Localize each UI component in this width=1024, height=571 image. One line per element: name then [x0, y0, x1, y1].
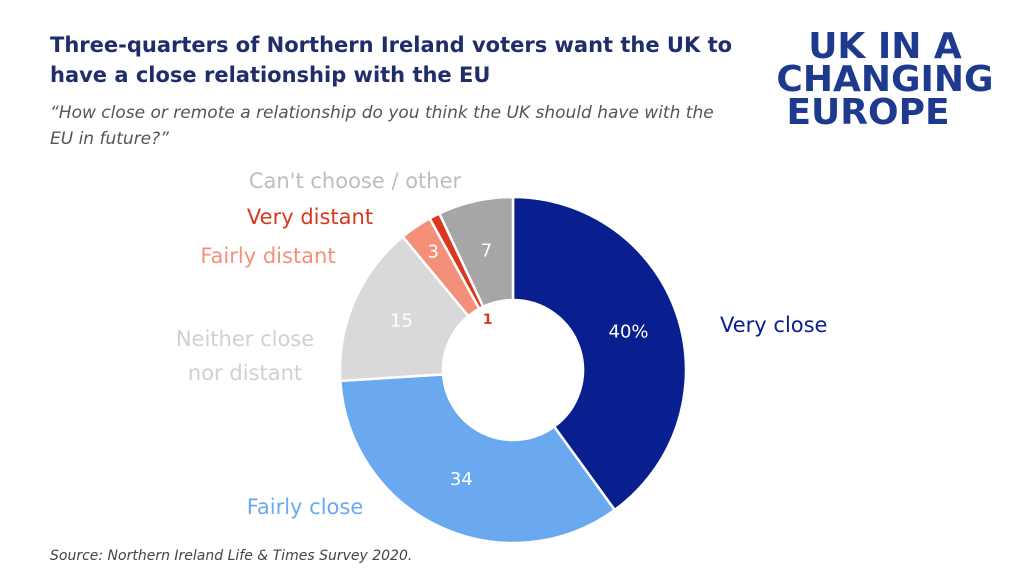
category-label: Neither close nor distant [176, 327, 314, 385]
category-label: Can't choose / other [249, 169, 462, 193]
value-label: 3 [427, 242, 438, 263]
value-label: 7 [481, 240, 492, 261]
logo-line: EUROPE [786, 92, 949, 133]
value-label: 15 [390, 311, 413, 332]
donut-slice [511, 195, 688, 512]
chart-title: Three-quarters of Northern Ireland voter… [50, 33, 732, 87]
value-label: 34 [450, 469, 473, 490]
category-label: Very close [720, 313, 827, 337]
donut-slice [338, 234, 471, 383]
value-label: 1 [483, 312, 493, 328]
category-label: Fairly distant [200, 244, 335, 268]
source: Source: Northern Ireland Life & Times Su… [50, 548, 412, 564]
logo-line: UK IN A [808, 26, 962, 67]
category-label: Fairly close [247, 495, 364, 519]
chart-subtitle: “How close or remote a relationship do y… [50, 103, 714, 149]
category-label: Very distant [247, 205, 373, 229]
donut-slice [339, 373, 617, 545]
value-label: 40% [609, 321, 649, 342]
donut-slice [437, 195, 515, 309]
logo-line: CHANGING [776, 59, 993, 100]
